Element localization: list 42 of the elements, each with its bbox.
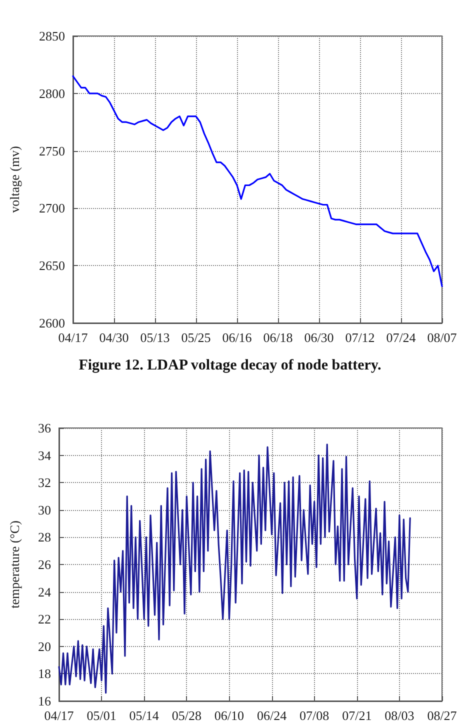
x-tick-label: 08/03 (384, 708, 414, 723)
x-tick-label: 07/08 (300, 708, 330, 723)
y-tick-label: 2700 (39, 200, 65, 216)
y-tick-label: 2650 (39, 258, 65, 274)
y-tick-label: 24 (38, 584, 52, 600)
x-tick-label: 06/30 (304, 330, 334, 345)
line-series (58, 444, 411, 694)
x-tick-label: 04/17 (58, 330, 88, 345)
y-tick-label: 2750 (39, 143, 65, 158)
x-tick-label: 04/30 (99, 330, 129, 345)
y-tick-label: 2800 (39, 86, 65, 101)
y-tick-label: 2600 (39, 316, 65, 330)
line-series (72, 75, 443, 288)
x-tick-label: 05/13 (140, 330, 170, 345)
y-tick-label: 30 (38, 502, 51, 518)
y-tick-label: 36 (38, 420, 52, 436)
x-tick-label: 04/17 (44, 708, 74, 723)
y-tick-label: 32 (38, 475, 51, 490)
x-tick-label: 06/16 (222, 330, 252, 345)
y-tick-label: 20 (38, 638, 51, 654)
x-tick-label: 07/21 (342, 708, 372, 723)
text: Figure 12. LDAP voltage decay of node battery. (78, 358, 382, 374)
y-tick-label: 16 (38, 694, 52, 708)
x-tick-label: 08/27 (427, 708, 458, 723)
y-tick-label: 18 (38, 666, 51, 682)
x-tick-label: 06/24 (256, 708, 288, 723)
y-tick-label: 26 (38, 557, 52, 572)
y-axis-title: temperature (°C) (7, 520, 22, 608)
x-tick-label: 05/14 (129, 708, 160, 723)
y-tick-label: 34 (38, 448, 52, 463)
y-tick-label: 28 (38, 530, 51, 545)
y-tick-label: 2850 (39, 28, 65, 44)
x-tick-label: 08/07 (427, 330, 458, 345)
x-tick-label: 06/18 (263, 330, 293, 345)
x-tick-label: 06/10 (214, 708, 244, 723)
y-tick-label: 22 (38, 612, 51, 627)
x-tick-label: 07/12 (345, 330, 375, 345)
y-axis-title: voltage (mv) (7, 146, 22, 213)
x-tick-label: 05/25 (181, 330, 211, 345)
x-tick-label: 07/24 (386, 330, 416, 345)
x-tick-label: 05/01 (86, 708, 116, 723)
x-tick-label: 05/28 (172, 708, 202, 723)
